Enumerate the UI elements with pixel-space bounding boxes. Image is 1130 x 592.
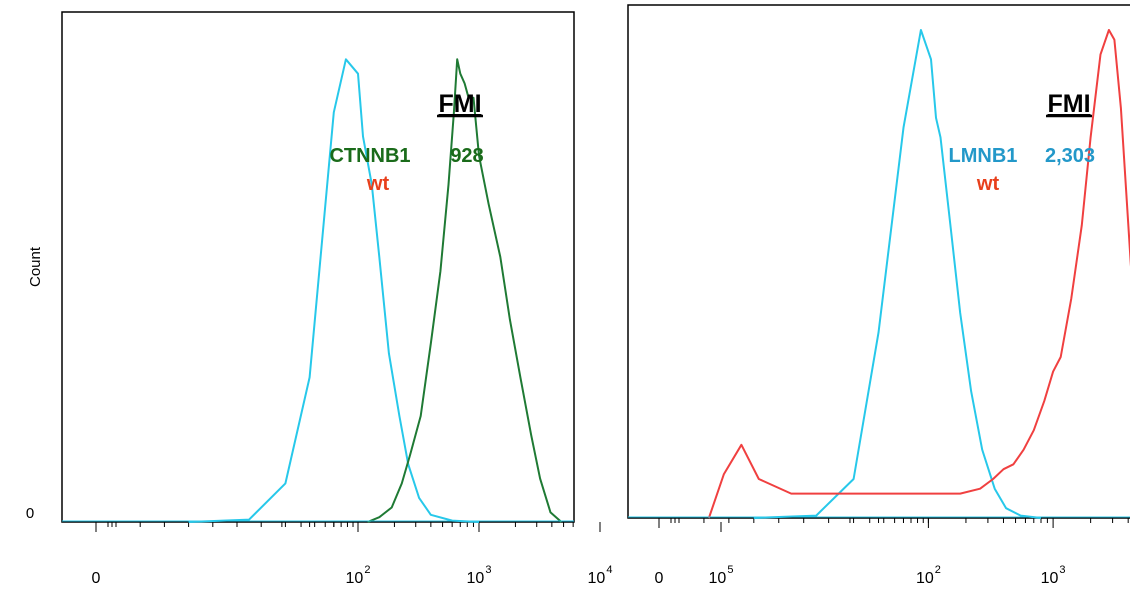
plot-frame (61, 11, 575, 523)
x-tick-label: 103 (1041, 564, 1066, 587)
control-label: wt (366, 173, 390, 195)
x-tick-label: 104 (588, 564, 613, 587)
x-axis-ticks (95, 522, 722, 532)
histogram-series-1 (753, 29, 1042, 519)
control-label: wt (976, 173, 1000, 195)
x-tick-label: 105 (709, 564, 734, 587)
x-tick-label: 0 (92, 570, 101, 587)
x-tick-label: 103 (467, 564, 492, 587)
histogram-series-2 (367, 58, 563, 523)
sample-label: LMNB1 (949, 145, 1018, 167)
x-axis-ticks (658, 518, 1129, 528)
histogram-panel-1: 0 102 103 104 105 0 Count FMI CTNNB1 928 wt (26, 11, 734, 587)
y-tick-label: 0 (26, 505, 34, 522)
fmi-value: 2,303 (1045, 145, 1095, 167)
fmi-value: 928 (450, 145, 483, 167)
x-tick-label: 102 (916, 564, 941, 587)
y-axis-title: Count (27, 246, 44, 287)
fmi-header: FMI (438, 90, 481, 118)
x-tick-label: 102 (346, 564, 371, 587)
histogram-series-1 (188, 58, 480, 523)
x-tick-label: 0 (655, 570, 664, 587)
sample-label: CTNNB1 (329, 145, 410, 167)
histogram-series-2 (707, 29, 1130, 519)
fmi-header: FMI (1047, 90, 1090, 118)
plot-frame (627, 4, 1130, 519)
